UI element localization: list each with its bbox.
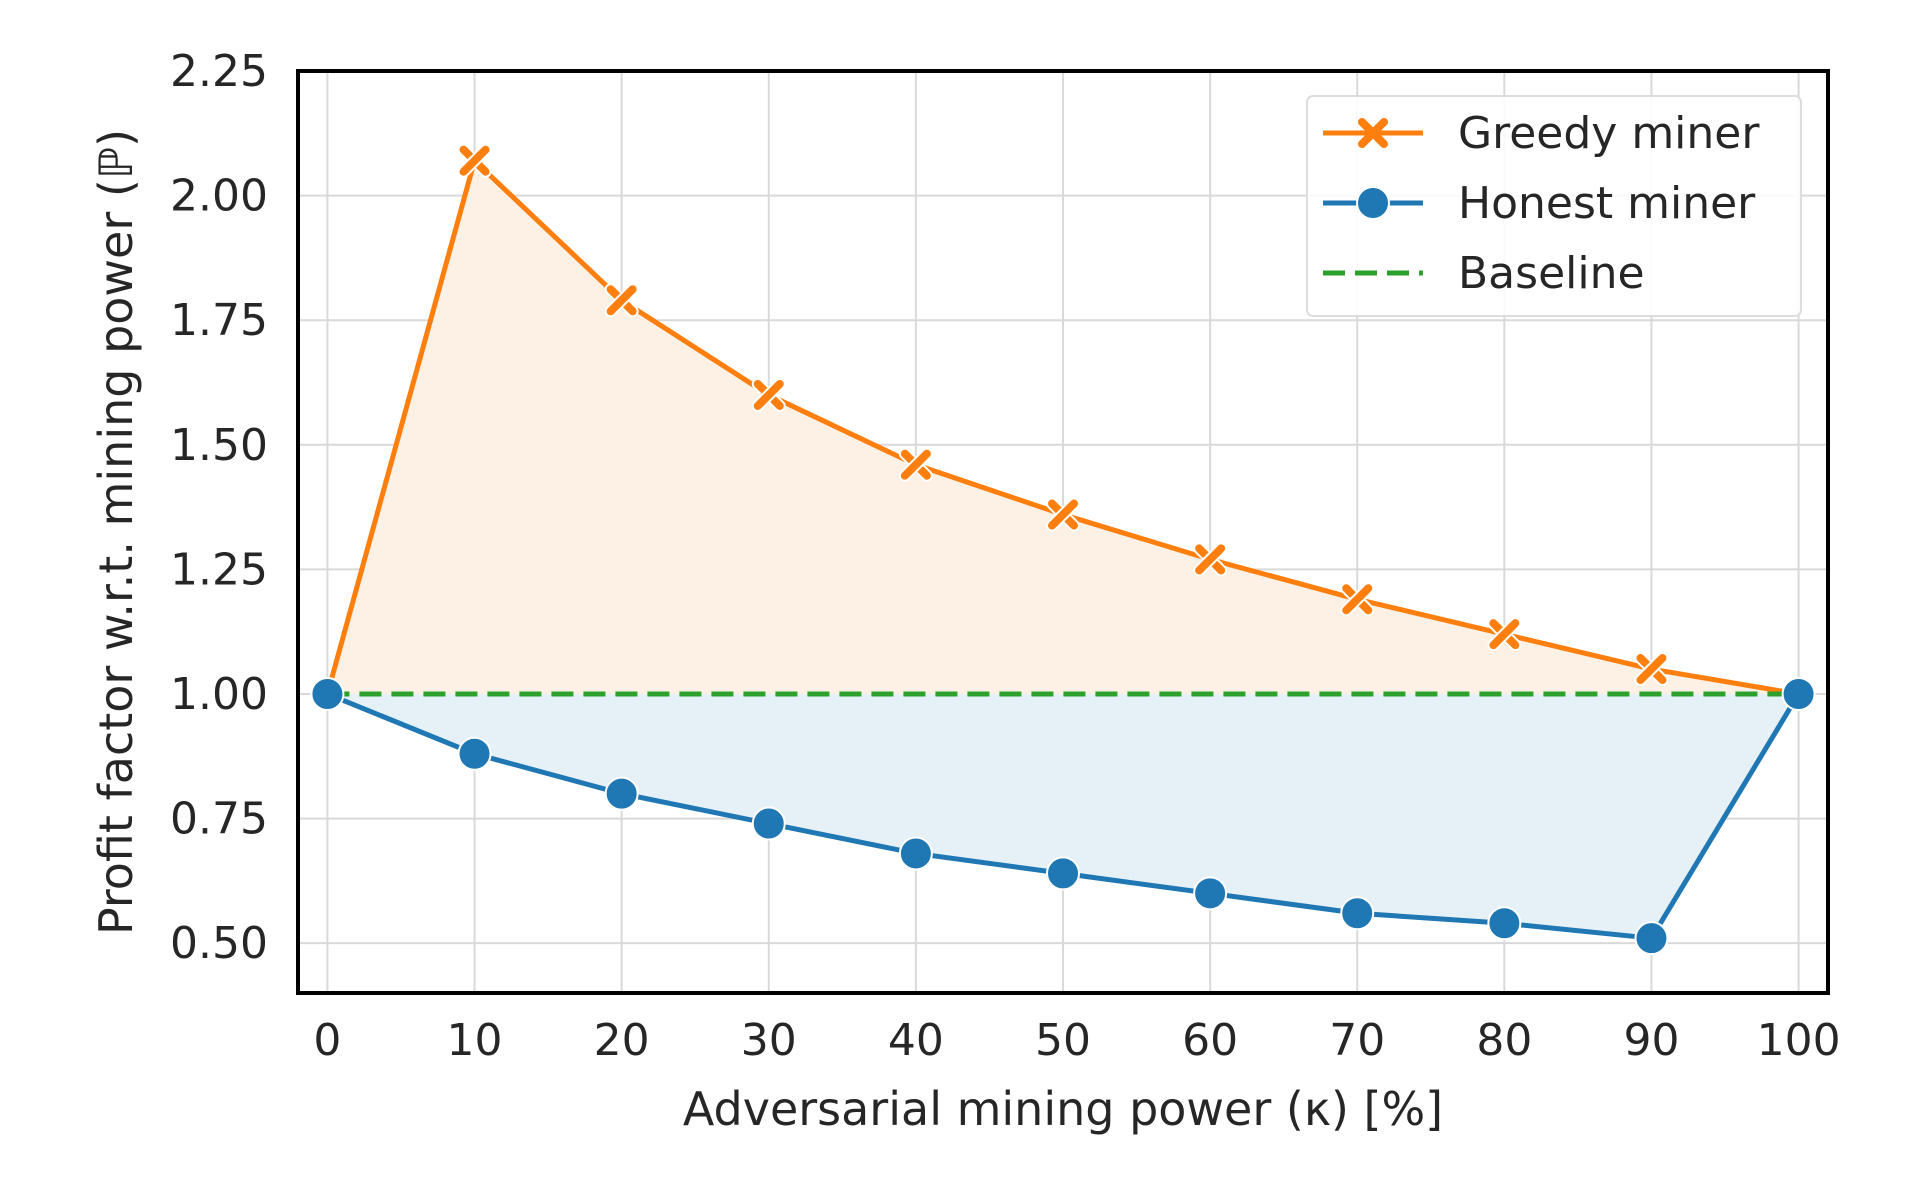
legend-label: Greedy miner: [1458, 108, 1760, 159]
marker-stroke: [753, 379, 784, 410]
honest-marker: [1193, 876, 1228, 911]
x-tick-label: 0: [313, 1015, 341, 1066]
x-axis-label: Adversarial mining power (κ) [%]: [683, 1082, 1443, 1136]
greedy-marker: [1340, 582, 1375, 617]
y-tick-label: 1.50: [170, 420, 268, 471]
greedy-marker: [898, 447, 933, 482]
series-markers: [310, 143, 1816, 956]
x-tick-label: 70: [1329, 1015, 1385, 1066]
legend-label: Baseline: [1458, 248, 1645, 299]
marker-stroke: [1489, 619, 1520, 650]
greedy-marker: [1634, 652, 1669, 687]
x-tick-label: 90: [1623, 1015, 1679, 1066]
y-tick-label: 1.25: [170, 544, 268, 595]
legend: Greedy miner Honest miner Baseline: [1306, 95, 1802, 317]
marker-stroke: [900, 449, 931, 480]
greedy-marker: [457, 143, 492, 178]
x-tick-label: 40: [888, 1015, 944, 1066]
honest-marker: [604, 776, 639, 811]
y-tick-label: 0.50: [170, 918, 268, 969]
honest-marker: [1046, 856, 1080, 891]
y-tick-label: 1.75: [170, 295, 268, 346]
honest-marker: [310, 676, 345, 711]
marker-stroke: [606, 285, 637, 316]
y-tick-label: 1.00: [170, 669, 268, 720]
honest-marker: [1487, 906, 1522, 941]
greedy-marker: [1193, 542, 1228, 577]
greedy-marker: [1046, 497, 1080, 532]
x-tick-label: 20: [594, 1015, 650, 1066]
marker-stroke: [1195, 544, 1226, 575]
x-tick-label: 80: [1476, 1015, 1532, 1066]
honest-marker: [751, 806, 786, 841]
x-tick-label: 60: [1182, 1015, 1238, 1066]
greedy-marker: [1487, 617, 1522, 652]
honest-marker: [898, 836, 933, 871]
marker-stroke: [1342, 584, 1373, 615]
plot-frame: [296, 69, 1830, 995]
honest-marker: [1781, 676, 1816, 711]
x-tick-label: 10: [447, 1015, 503, 1066]
marker-stroke: [459, 145, 490, 176]
y-tick-labels: 0.50 0.75 1.00 1.25 1.50 1.75 2.00 2.25: [170, 46, 268, 969]
y-tick-label: 2.00: [170, 171, 268, 222]
x-tick-labels: 0 10 20 30 40 50 60 70 80 90 100: [313, 1015, 1840, 1066]
y-axis-label: Profit factor w.r.t. mining power (ℙ): [89, 129, 143, 935]
honest-marker: [457, 736, 492, 771]
area-fill-1: [327, 693, 1799, 939]
marker-stroke: [1048, 499, 1078, 530]
x-tick-label: 50: [1035, 1015, 1091, 1066]
honest-marker: [1634, 921, 1669, 956]
honest-marker: [1340, 896, 1375, 931]
x-tick-label: 30: [741, 1015, 797, 1066]
x-tick-label: 100: [1757, 1015, 1841, 1066]
legend-x-icon: [1358, 118, 1388, 148]
y-tick-label: 0.75: [170, 794, 268, 845]
legend-box: [1306, 95, 1802, 317]
marker-stroke: [1636, 654, 1667, 685]
greedy-marker: [604, 283, 639, 318]
area-fill-0: [327, 160, 1799, 694]
legend-circle-icon: [1356, 186, 1390, 220]
area-fills: [327, 160, 1799, 939]
legend-label: Honest miner: [1458, 178, 1756, 229]
y-tick-label: 2.25: [170, 46, 268, 97]
greedy-marker: [751, 377, 786, 412]
